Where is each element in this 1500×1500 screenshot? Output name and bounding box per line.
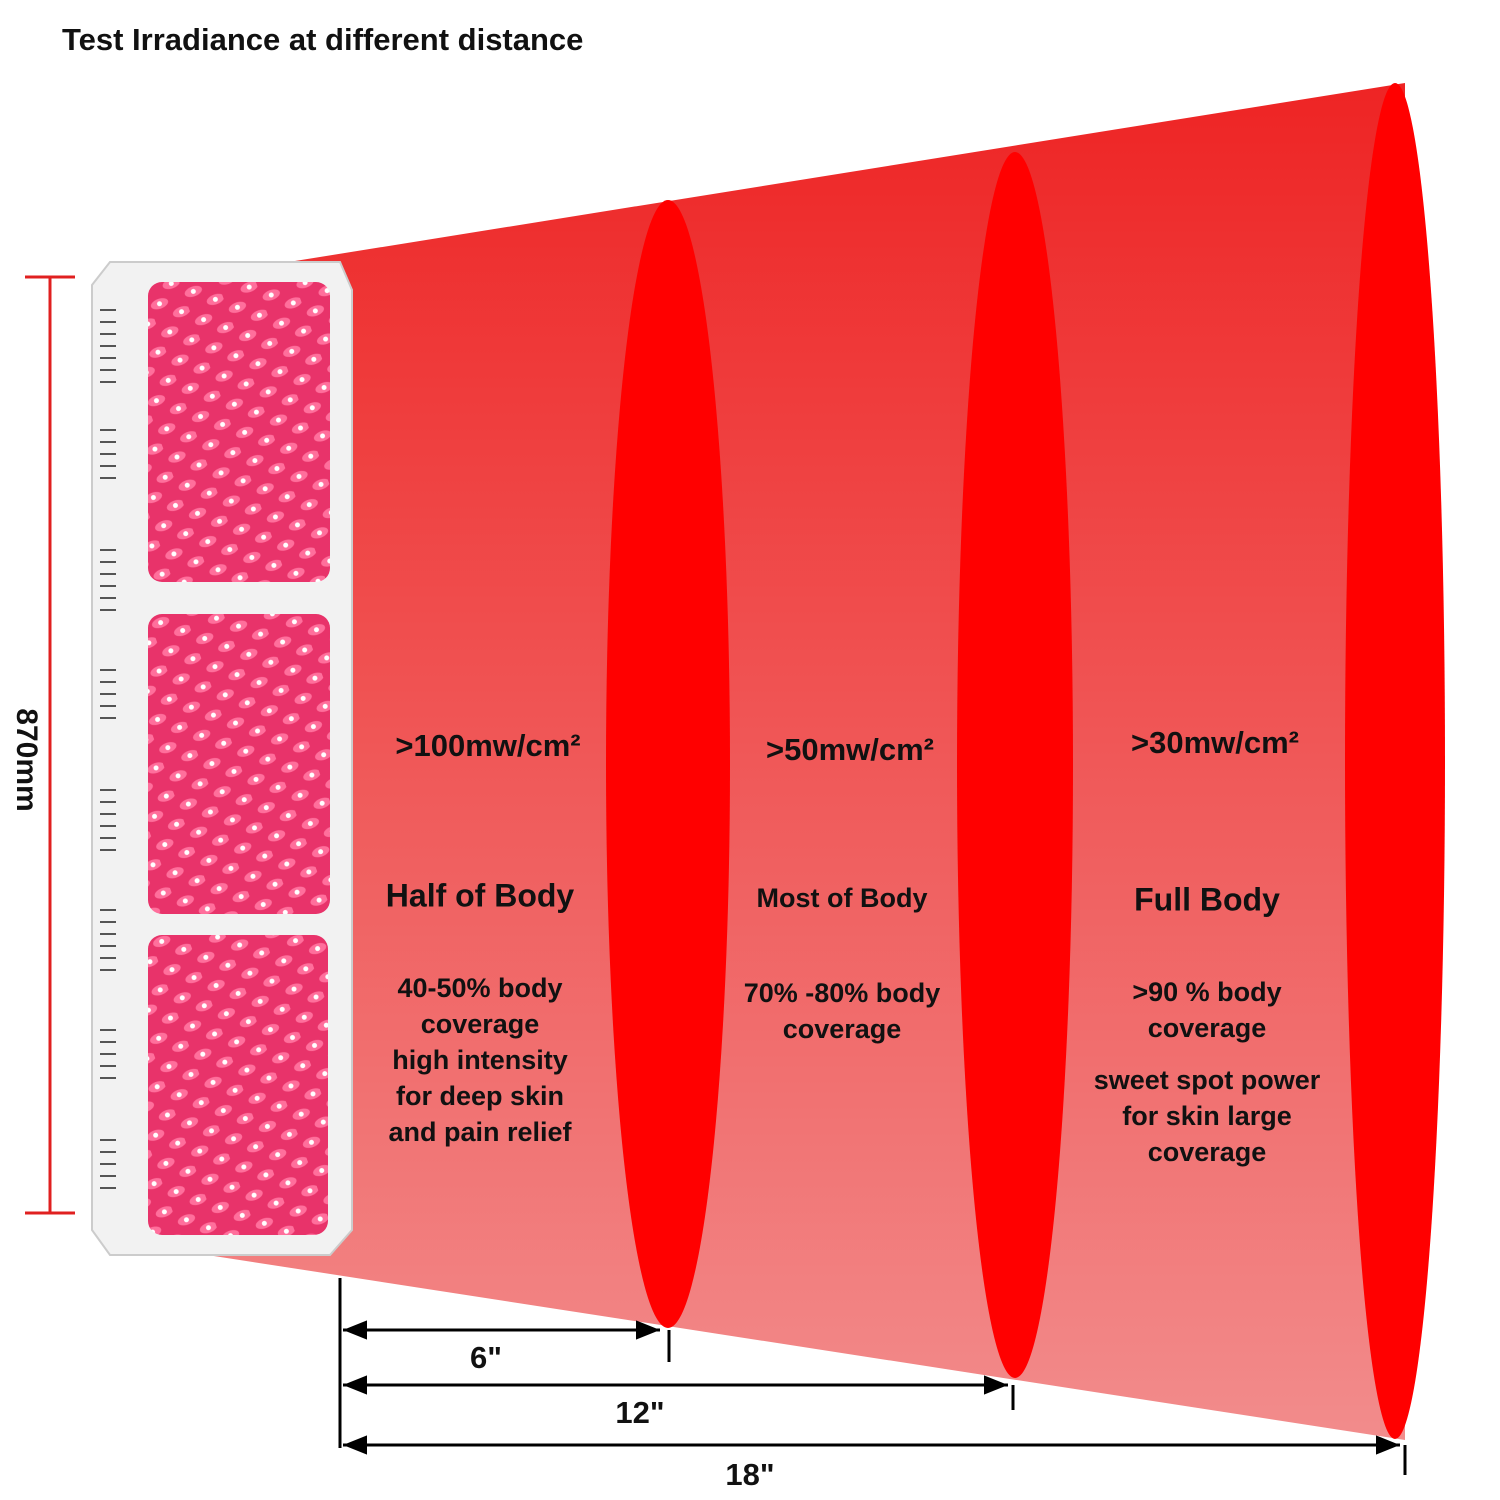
irradiance: >30mw/cm² bbox=[1131, 725, 1299, 760]
description: 70% -80% body bbox=[744, 978, 941, 1008]
description: >90 % body bbox=[1132, 977, 1281, 1007]
distance-label: 18" bbox=[725, 1457, 774, 1492]
description: coverage bbox=[783, 1014, 902, 1044]
beam-section bbox=[1345, 83, 1445, 1439]
description: for deep skin bbox=[396, 1081, 564, 1111]
description: and pain relief bbox=[388, 1117, 572, 1147]
coverage-title: Full Body bbox=[1134, 881, 1280, 917]
distance-label: 12" bbox=[615, 1395, 664, 1430]
description: coverage bbox=[1148, 1137, 1267, 1167]
description: coverage bbox=[1148, 1013, 1267, 1043]
distance-dimension bbox=[338, 1278, 1407, 1475]
description: coverage bbox=[421, 1009, 540, 1039]
light-beam bbox=[175, 83, 1405, 1440]
description: sweet spot power bbox=[1094, 1065, 1321, 1095]
distance-label: 6" bbox=[470, 1340, 502, 1375]
irradiance: >100mw/cm² bbox=[395, 728, 580, 763]
description: high intensity bbox=[392, 1045, 568, 1075]
title: Test Irradiance at different distance bbox=[62, 22, 583, 57]
beam-section bbox=[606, 200, 730, 1328]
height-dimension bbox=[25, 275, 75, 1215]
coverage-title: Most of Body bbox=[757, 883, 928, 913]
description: for skin large bbox=[1122, 1101, 1292, 1131]
description: 40-50% body bbox=[397, 973, 562, 1003]
beam-section bbox=[957, 152, 1073, 1378]
irradiance: >50mw/cm² bbox=[766, 732, 934, 767]
height-label: 870mm bbox=[10, 708, 43, 811]
coverage-title: Half of Body bbox=[386, 877, 575, 913]
device bbox=[91, 261, 353, 1256]
